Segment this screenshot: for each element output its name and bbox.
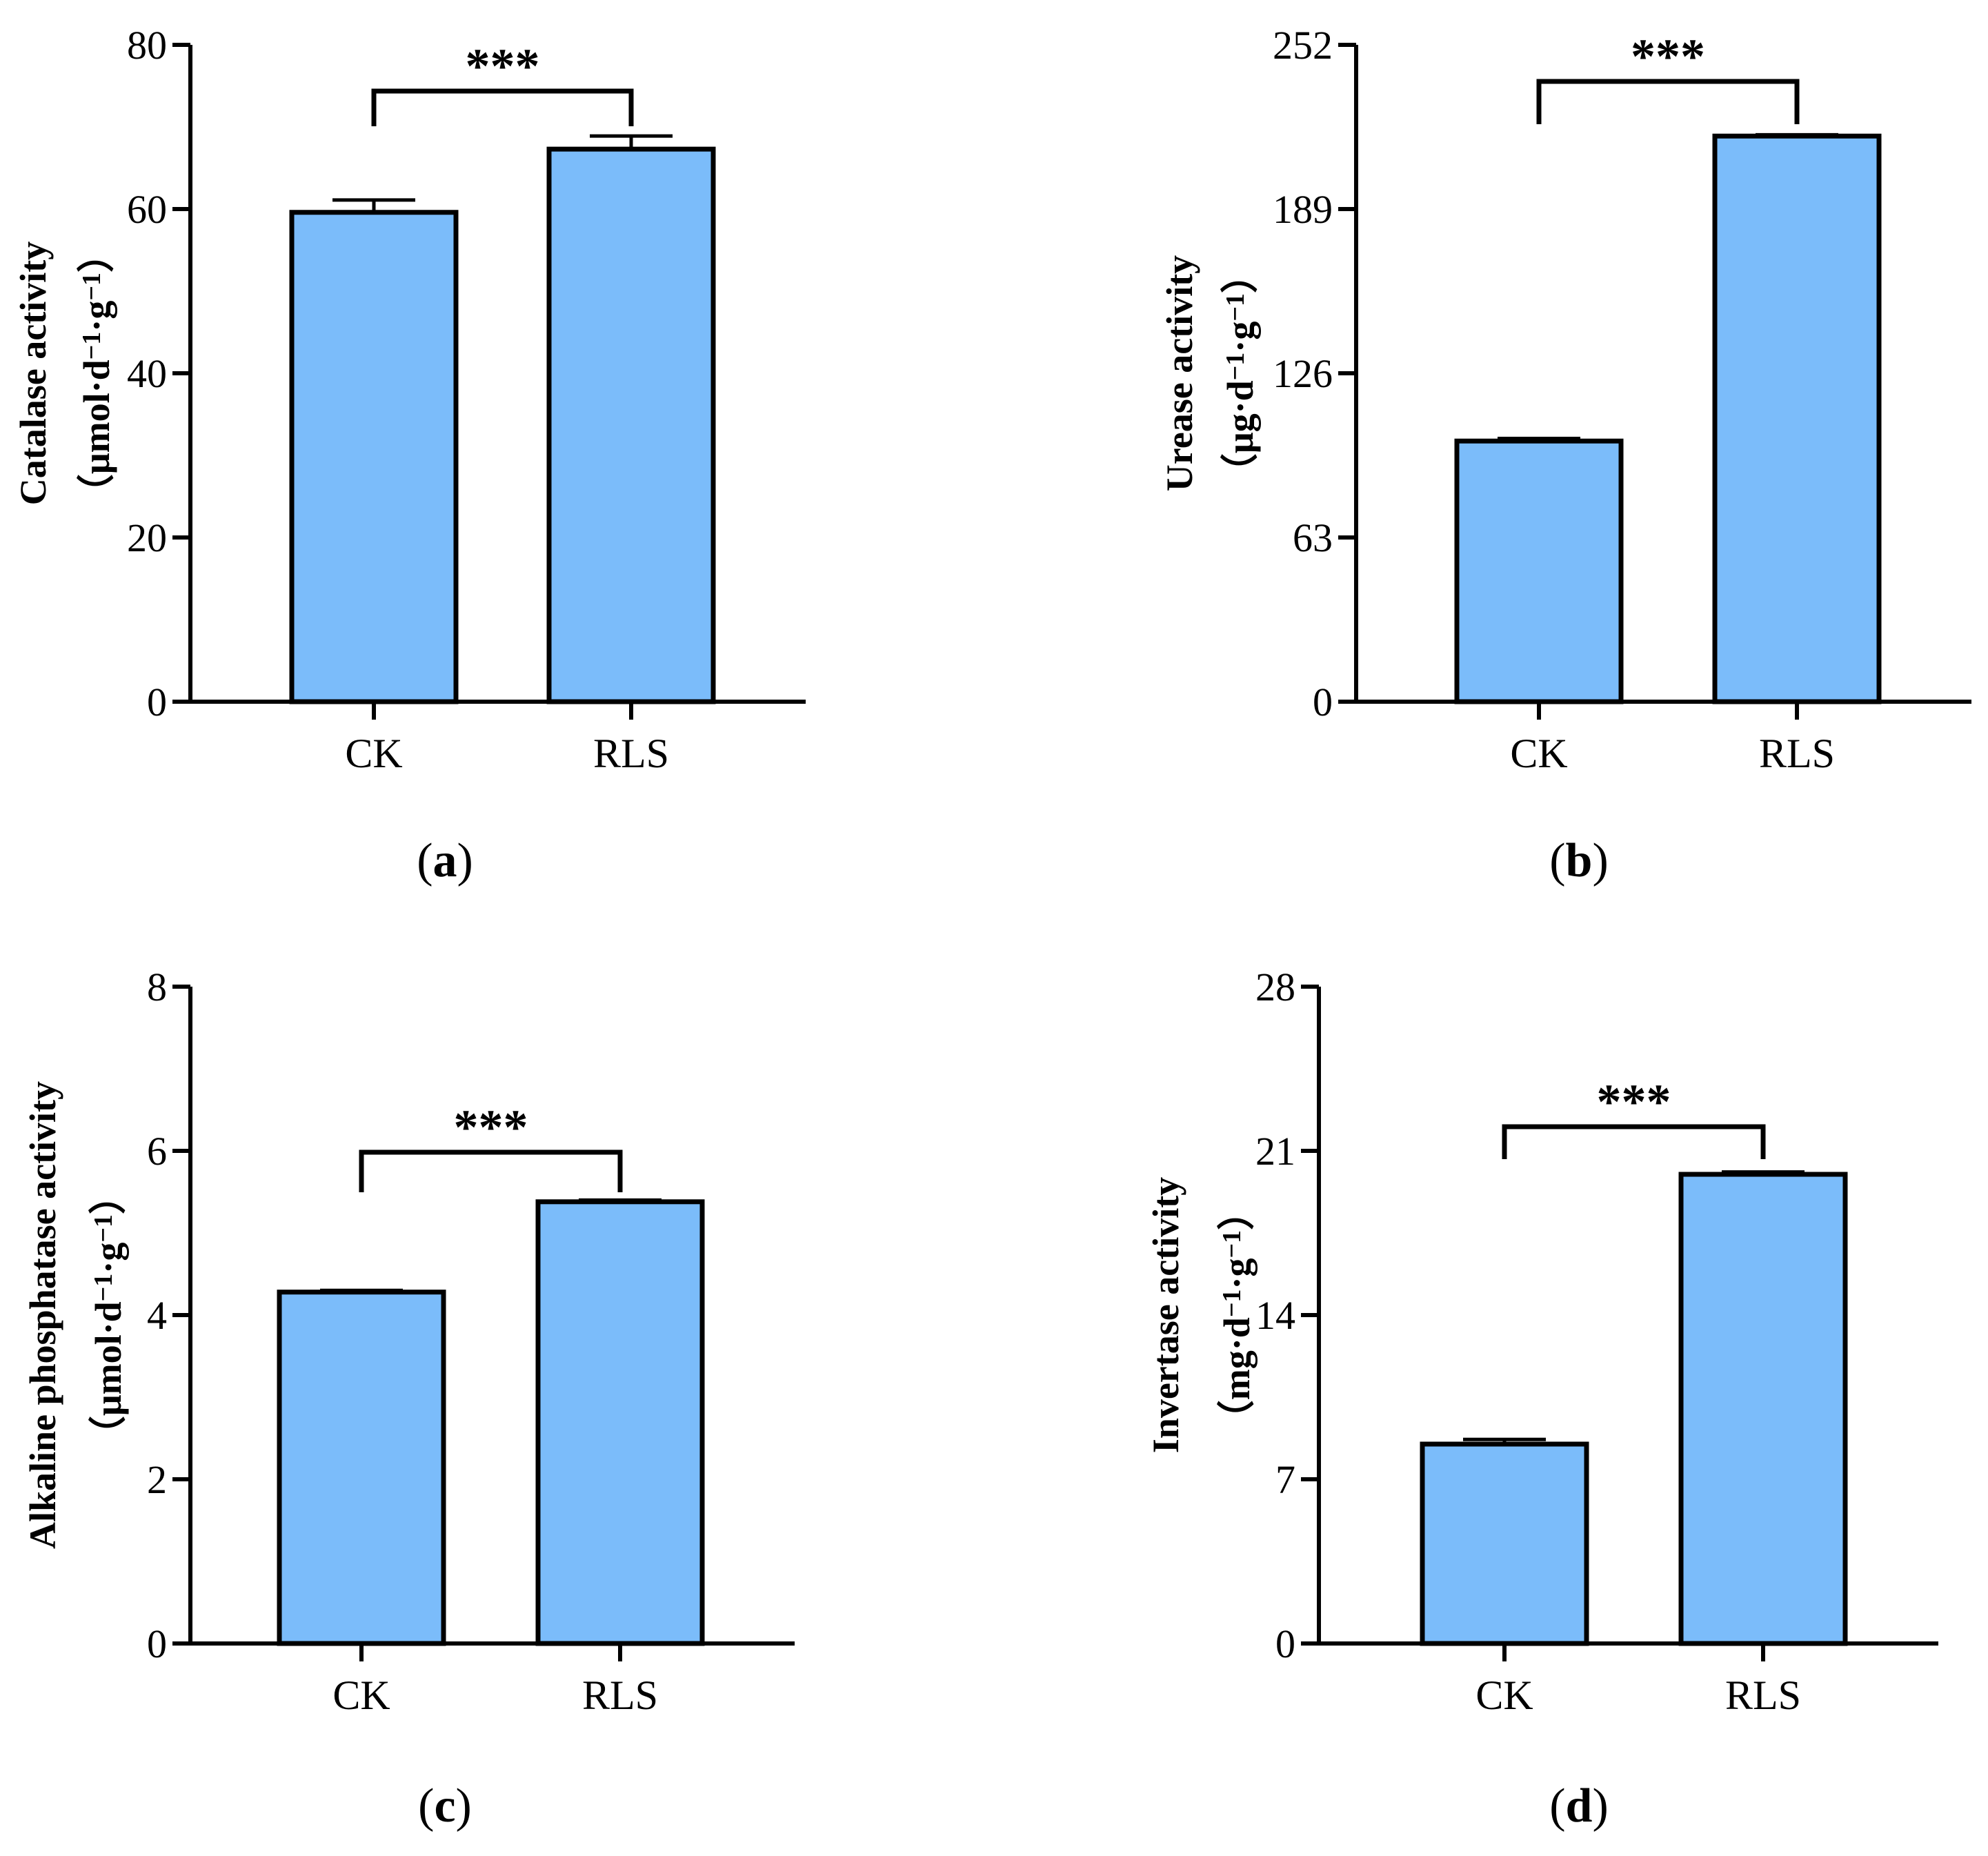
y-tick-label: 0: [147, 1621, 167, 1666]
panel-label-part: ): [456, 1779, 472, 1833]
significance-bracket: [1502, 1124, 1766, 1159]
chart-panel-b: 0 63 126 189 252 CK RLS *** Urease activity （μg·d…: [1159, 23, 1971, 887]
y-axis-unit-part: −1: [89, 1274, 118, 1302]
y-tick-label: 126: [1273, 351, 1333, 396]
significance-label: ***: [1597, 1074, 1671, 1129]
y-axis-unit-part: −1: [77, 273, 106, 301]
bar-rls: [1678, 1172, 1848, 1646]
y-axis-unit: （μg·d−1·g−1）: [1220, 256, 1261, 491]
y-tick-label: 189: [1273, 187, 1333, 232]
y-axis-unit-part: −1: [1221, 293, 1250, 322]
y-axis-unit: （mg·d−1·g−1）: [1216, 1193, 1258, 1437]
panel-label-part: ): [1592, 1779, 1608, 1833]
y-axis-unit-part: −1: [1217, 1289, 1246, 1317]
y-tick-label: 40: [127, 351, 167, 396]
y-tick-label: 28: [1255, 965, 1295, 1009]
y-axis-unit-part: （μmol·d: [88, 1301, 129, 1453]
bar-ck: [277, 1290, 446, 1646]
significance-bracket: [1536, 79, 1800, 124]
y-tick-label: 2: [147, 1457, 167, 1502]
panel-label-part: d: [1566, 1779, 1593, 1833]
x-tick-label: RLS: [582, 1672, 658, 1718]
y-axis-unit-part: ·g: [1216, 1258, 1258, 1289]
chart-panel-c: 0 2 4 6 8 CK RLS *** Alkaline phosphatase activi…: [22, 965, 795, 1833]
y-tick-label: 80: [127, 23, 167, 68]
y-tick-label: 6: [147, 1129, 167, 1174]
panel-label-part: a: [433, 834, 457, 887]
y-tick-label: 21: [1255, 1129, 1295, 1174]
y-axis-unit: （μmol·d−1·g−1）: [88, 1177, 129, 1453]
panel-label: (d): [1549, 1779, 1609, 1833]
y-axis-title: Urease activity: [1159, 255, 1200, 491]
y-tick-label: 60: [127, 187, 167, 232]
significance-label: ***: [466, 39, 540, 94]
panel-label: (c): [418, 1779, 472, 1833]
y-axis-unit-part: ）: [1216, 1193, 1258, 1230]
y-axis-title: Invertase activity: [1145, 1177, 1186, 1453]
bar-rls: [1712, 133, 1882, 704]
y-axis-unit-part: ·g: [88, 1243, 129, 1274]
significance-label: ***: [1631, 29, 1705, 84]
panel-label-part: c: [434, 1779, 455, 1833]
panel-label: (a): [417, 834, 473, 887]
chart-panel-a: 0 20 40 60 80 CK RLS *** Catalase activity （μmol·…: [12, 23, 806, 887]
y-tick-label: 7: [1275, 1457, 1295, 1502]
panel-label-part: ): [457, 834, 473, 887]
y-axis-unit-part: ）: [76, 235, 117, 273]
y-tick-label: 252: [1273, 23, 1333, 68]
y-axis-unit-part: ）: [1220, 256, 1261, 293]
y-axis-unit-part: ·g: [1220, 322, 1261, 353]
y-axis-unit: （μmol·d−1·g−1）: [76, 235, 117, 511]
y-tick-label: 63: [1293, 515, 1333, 560]
y-tick-label: 20: [127, 515, 167, 560]
y-axis-unit-part: −1: [77, 332, 106, 360]
panel-label-part: (: [1549, 1779, 1565, 1833]
bar-rls: [546, 146, 716, 704]
y-axis-unit-part: −1: [1221, 353, 1250, 381]
x-tick-label: CK: [1475, 1672, 1533, 1718]
y-tick-label: 0: [1275, 1621, 1295, 1666]
y-tick-label: 8: [147, 965, 167, 1009]
significance-bracket: [359, 1149, 623, 1192]
y-tick-label: 0: [1313, 680, 1333, 724]
significance-bracket: [371, 88, 634, 126]
y-axis-unit-part: −1: [89, 1214, 118, 1243]
y-axis-unit-part: ·g: [76, 301, 117, 332]
y-tick-label: 4: [147, 1293, 167, 1338]
panel-label-part: ): [1592, 834, 1608, 887]
x-tick-label: CK: [1510, 731, 1567, 776]
panel-label-part: b: [1566, 834, 1593, 887]
panel-label-part: (: [417, 834, 433, 887]
x-tick-label: RLS: [593, 731, 669, 776]
x-tick-label: CK: [345, 731, 402, 776]
y-axis-title: Catalase activity: [12, 241, 54, 505]
panel-label-part: (: [418, 1779, 434, 1833]
x-tick-label: RLS: [1725, 1672, 1801, 1718]
bar-ck: [1420, 1441, 1589, 1646]
y-axis-unit-part: −1: [1217, 1230, 1246, 1258]
y-axis-unit-part: （mg·d: [1216, 1317, 1258, 1437]
bar-ck: [1454, 438, 1624, 704]
y-tick-label: 0: [147, 680, 167, 724]
bar-rls: [535, 1199, 705, 1646]
y-axis-title: Alkaline phosphatase activity: [22, 1081, 63, 1549]
y-axis-unit-part: （μmol·d: [76, 359, 117, 511]
y-axis-unit-part: （μg·d: [1220, 380, 1261, 491]
x-tick-label: RLS: [1759, 731, 1835, 776]
bar-ck: [289, 210, 459, 704]
panel-label-part: (: [1549, 834, 1565, 887]
x-tick-label: CK: [332, 1672, 390, 1718]
y-axis-unit-part: ）: [88, 1177, 129, 1214]
significance-label: ***: [454, 1100, 528, 1155]
y-tick-label: 14: [1255, 1293, 1295, 1338]
panel-label: (b): [1549, 834, 1609, 887]
